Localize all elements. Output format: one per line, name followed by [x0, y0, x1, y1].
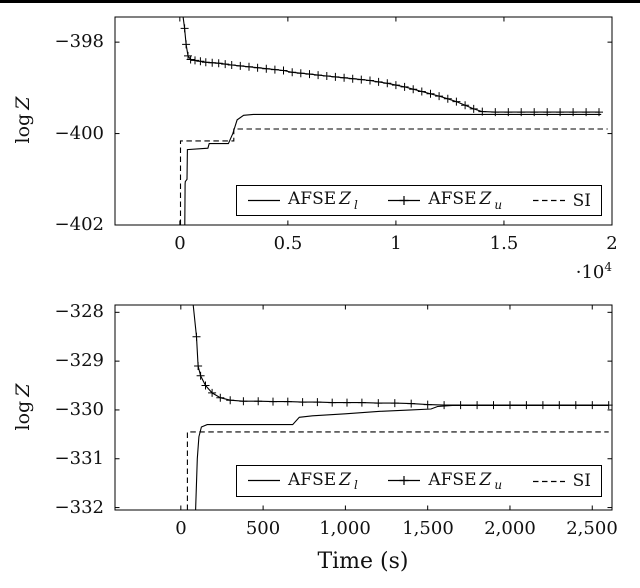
plot-frame [114, 16, 613, 226]
legend-label-prefix: AFSE [288, 469, 337, 490]
top-y-tick-label: −400 [54, 123, 104, 144]
legend-label: SI [573, 471, 591, 491]
top-x-tick-label: 0 [174, 233, 186, 254]
bottom-x-tick-label: 500 [245, 518, 281, 539]
bottom-x-tick-label: 0 [175, 518, 187, 539]
legend-label-subscript: u [494, 197, 503, 212]
legend-label-prefix: AFSE [428, 189, 477, 210]
legend-entry-si: SI [532, 471, 591, 491]
legend-label-subscript: l [353, 478, 358, 493]
multiplier-exponent: 4 [604, 260, 612, 274]
plot-frame [114, 304, 613, 511]
top-x-tick-label: 2 [606, 233, 618, 254]
bottom-x-tick-label: 1,000 [319, 518, 371, 539]
legend-label-prefix: SI [572, 471, 591, 491]
top-y-tick-label: −402 [54, 214, 104, 235]
top-x-axis-multiplier: ·104 [512, 260, 612, 283]
series-afse-z_l [195, 404, 609, 511]
top-x-tick-label: 1 [390, 233, 402, 254]
series-afse-z_u [192, 304, 609, 406]
top-x-tick-label: 0.5 [273, 233, 303, 254]
bottom-y-tick-label: −329 [54, 350, 104, 371]
legend-label: SI [573, 191, 591, 211]
top-rule [0, 0, 640, 3]
series-afse-z_u-markers [180, 24, 603, 117]
top-y-tick-label: −398 [54, 31, 104, 52]
bottom-y-tick-label: −330 [54, 399, 104, 420]
legend-label-subscript: u [494, 478, 503, 493]
multiplier-base: ·10 [575, 262, 605, 283]
y-axis-label-text: log [12, 113, 34, 144]
y-axis-label-variable: Z [12, 383, 34, 397]
legend-label-subscript: l [353, 197, 358, 212]
bottom-plot [114, 304, 613, 511]
series-afse-z_u [182, 16, 599, 113]
legend-label-prefix: AFSE [428, 469, 477, 490]
bottom-x-tick-label: 2,500 [566, 518, 618, 539]
plus-marker-line-sample-icon [388, 476, 421, 486]
series-afse-z_u-markers [192, 332, 613, 410]
legend-entry-si: SI [532, 191, 591, 211]
series-si [179, 128, 608, 225]
bottom-x-tick-label: 1,500 [402, 518, 454, 539]
top-plot [114, 16, 613, 226]
y-axis-label-variable: Z [12, 96, 34, 110]
dashed-line-sample-icon [532, 480, 565, 482]
legend-label-prefix: AFSE [288, 189, 337, 210]
bottom-y-tick-label: −328 [54, 301, 104, 322]
bottom-y-axis-label: log Z [11, 357, 35, 457]
bottom-y-tick-label: −331 [54, 448, 104, 469]
bottom-y-tick-label: −332 [54, 497, 104, 518]
solid-line-sample-icon [248, 199, 280, 202]
top-y-axis-label: log Z [11, 70, 35, 170]
legend-label-variable: Z [339, 189, 351, 210]
y-axis-label-text: log [12, 400, 34, 431]
solid-line-sample-icon [248, 480, 280, 482]
legend-label-prefix: SI [572, 190, 591, 211]
legend-label-variable: Z [479, 469, 492, 490]
top-x-tick-label: 1.5 [489, 233, 519, 254]
legend-label-variable: Z [339, 469, 351, 490]
legend-label-variable: Z [479, 189, 492, 210]
dashed-line-sample-icon [532, 199, 565, 202]
series-afse-z_l [184, 113, 602, 226]
x-axis-label: Time (s) [317, 549, 409, 574]
plus-marker-line-sample-icon [388, 195, 421, 205]
bottom-x-tick-label: 2,000 [484, 518, 536, 539]
